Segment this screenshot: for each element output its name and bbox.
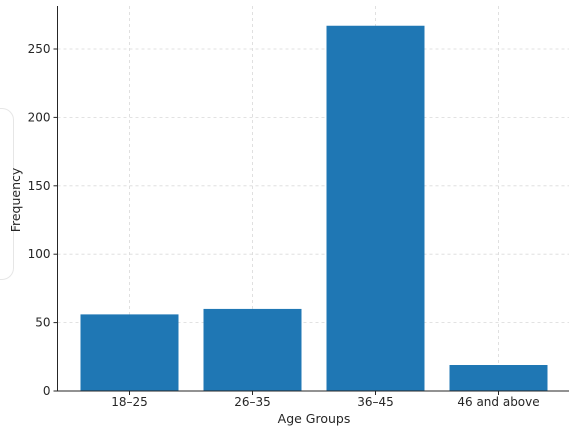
bar-36-45: [327, 26, 425, 391]
y-tick-label: 150: [28, 179, 51, 193]
x-tick-label: 46 and above: [457, 395, 539, 409]
y-tick-label: 0: [43, 384, 51, 398]
x-tick-label: 36–45: [357, 395, 394, 409]
y-tick-label: 50: [35, 316, 50, 330]
y-tick-label: 250: [28, 42, 51, 56]
bar-26-35: [204, 309, 302, 391]
bar-18-25: [81, 314, 179, 391]
x-tick-label: 26–35: [234, 395, 271, 409]
bar-46-and-above: [450, 365, 548, 391]
y-tick-label: 100: [28, 247, 51, 261]
y-axis-label: Frequency: [8, 167, 23, 232]
x-tick-label: 18–25: [111, 395, 148, 409]
y-tick-label: 200: [28, 110, 51, 124]
x-axis-label: Age Groups: [278, 411, 351, 426]
bars: [81, 26, 548, 391]
